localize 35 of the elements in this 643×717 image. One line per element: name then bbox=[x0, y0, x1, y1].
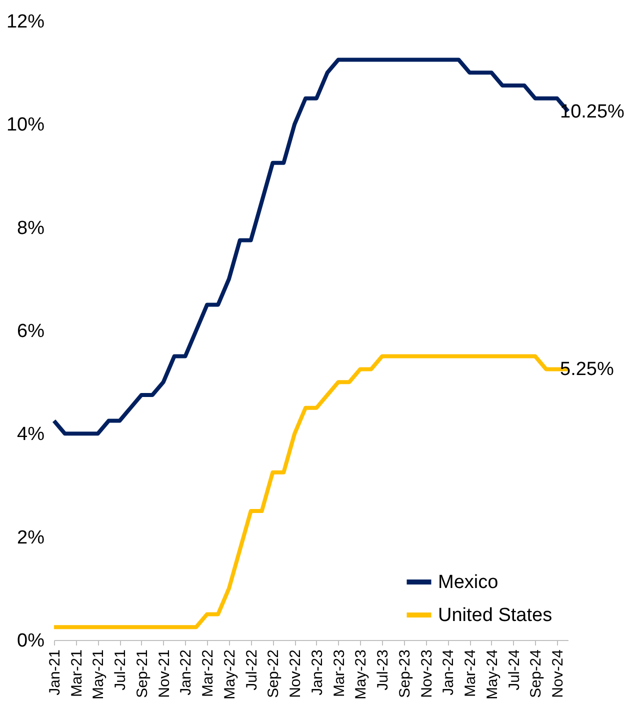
x-tick-label: Jul-21 bbox=[112, 650, 130, 690]
y-tick-label: 12% bbox=[6, 12, 45, 32]
x-tick-label: Jan-22 bbox=[178, 650, 195, 696]
legend-label: United States bbox=[438, 605, 552, 626]
x-tick-label: Jul-23 bbox=[374, 650, 392, 690]
y-tick-label: 2% bbox=[17, 527, 45, 548]
y-tick-label: 10% bbox=[6, 114, 45, 136]
x-tick-label: Sep-22 bbox=[265, 650, 282, 698]
y-tick-label: 0% bbox=[17, 630, 45, 652]
x-tick-label: Jul-22 bbox=[243, 650, 260, 690]
x-tick-label: Mar-24 bbox=[462, 650, 480, 698]
x-tick-label: Nov-22 bbox=[287, 650, 304, 698]
x-tick-label: Nov-24 bbox=[550, 650, 567, 698]
annotation: 5.25% bbox=[560, 359, 614, 380]
annotation: 10.25% bbox=[560, 101, 625, 122]
y-tick-label: 4% bbox=[17, 424, 45, 446]
legend-label: Mexico bbox=[438, 572, 498, 593]
x-tick-label: Jan-21 bbox=[46, 650, 64, 696]
x-tick-label: Sep-23 bbox=[396, 650, 414, 698]
x-tick-label: May-22 bbox=[221, 650, 238, 700]
x-tick-label: May-23 bbox=[352, 650, 370, 700]
y-tick-label: 6% bbox=[17, 321, 45, 342]
x-tick-label: Nov-23 bbox=[418, 650, 436, 698]
x-tick-label: Jan-24 bbox=[440, 650, 458, 696]
x-tick-label: Mar-21 bbox=[68, 650, 86, 698]
x-tick-label: Mar-22 bbox=[200, 650, 217, 698]
x-tick-label: Nov-21 bbox=[156, 650, 173, 698]
x-tick-label: May-21 bbox=[90, 650, 108, 700]
x-tick-label: Sep-24 bbox=[528, 650, 545, 698]
y-tick-label: 8% bbox=[17, 218, 45, 239]
x-tick-label: May-24 bbox=[484, 650, 501, 700]
x-tick-label: Jan-23 bbox=[308, 650, 326, 696]
x-tick-label: Mar-23 bbox=[330, 650, 348, 698]
x-tick-label: Sep-21 bbox=[134, 650, 151, 698]
x-tick-label: Jul-24 bbox=[506, 650, 523, 690]
